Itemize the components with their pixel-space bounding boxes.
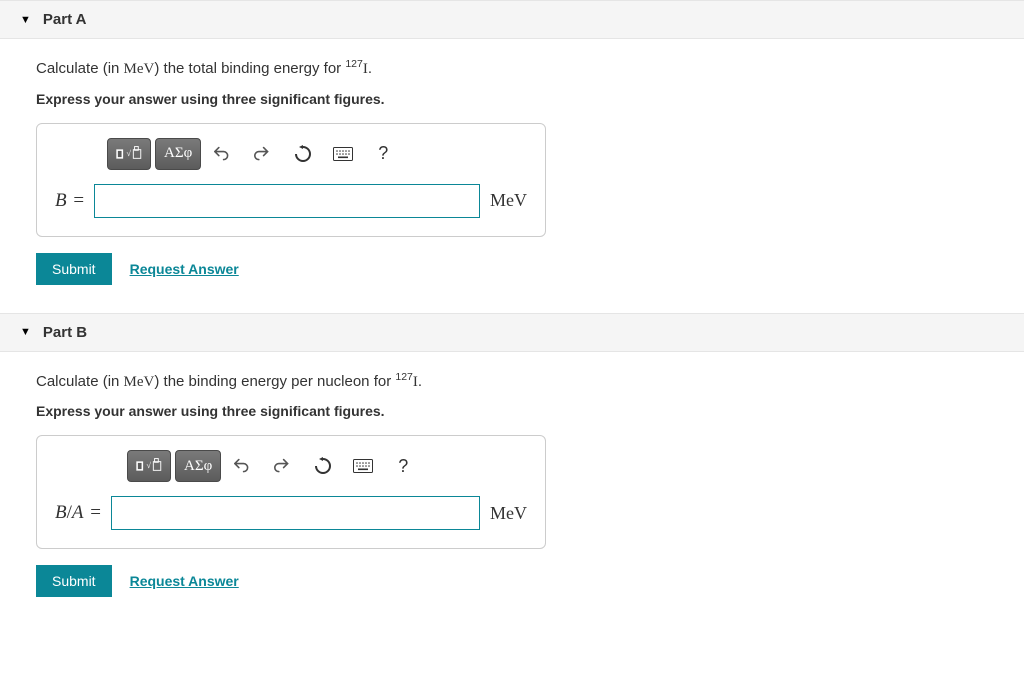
question-text: Calculate (in MeV) the binding energy pe… [36, 370, 988, 394]
help-button[interactable]: ? [385, 450, 421, 482]
actions-row: Submit Request Answer [36, 253, 988, 285]
instruction-text: Express your answer using three signific… [36, 91, 988, 107]
part-title: Part B [43, 324, 87, 341]
request-answer-link[interactable]: Request Answer [130, 261, 239, 277]
answer-input[interactable] [94, 184, 480, 218]
equation-toolbar: √ ΑΣφ ? [107, 138, 527, 170]
unit-label: MeV [490, 190, 527, 211]
submit-button[interactable]: Submit [36, 253, 112, 285]
answer-box: √ ΑΣφ ? B/A = MeV [36, 435, 546, 549]
equation-toolbar: √ ΑΣφ ? [127, 450, 527, 482]
templates-button[interactable]: √ [127, 450, 171, 482]
variable-label: B/A = [55, 502, 101, 524]
reset-button[interactable] [305, 450, 341, 482]
part-title: Part A [43, 11, 87, 28]
svg-text:√: √ [147, 461, 152, 470]
keyboard-button[interactable] [325, 138, 361, 170]
greek-button[interactable]: ΑΣφ [175, 450, 221, 482]
help-button[interactable]: ? [365, 138, 401, 170]
redo-button[interactable] [265, 450, 301, 482]
part-body: Calculate (in MeV) the binding energy pe… [0, 352, 1024, 618]
answer-box: √ ΑΣφ ? B = MeV [36, 123, 546, 237]
redo-button[interactable] [245, 138, 281, 170]
part-body: Calculate (in MeV) the total binding ene… [0, 39, 1024, 305]
undo-button[interactable] [225, 450, 261, 482]
actions-row: Submit Request Answer [36, 565, 988, 597]
collapse-icon: ▼ [20, 326, 31, 338]
part-header[interactable]: ▼ Part B [0, 313, 1024, 352]
question-text: Calculate (in MeV) the total binding ene… [36, 57, 988, 81]
svg-text:√: √ [127, 148, 132, 157]
collapse-icon: ▼ [20, 14, 31, 26]
input-row: B/A = MeV [55, 496, 527, 530]
templates-button[interactable]: √ [107, 138, 151, 170]
instruction-text: Express your answer using three signific… [36, 403, 988, 419]
answer-input[interactable] [111, 496, 480, 530]
request-answer-link[interactable]: Request Answer [130, 573, 239, 589]
variable-label: B = [55, 190, 84, 212]
keyboard-button[interactable] [345, 450, 381, 482]
undo-button[interactable] [205, 138, 241, 170]
unit-label: MeV [490, 503, 527, 524]
input-row: B = MeV [55, 184, 527, 218]
submit-button[interactable]: Submit [36, 565, 112, 597]
greek-button[interactable]: ΑΣφ [155, 138, 201, 170]
part-header[interactable]: ▼ Part A [0, 0, 1024, 39]
reset-button[interactable] [285, 138, 321, 170]
